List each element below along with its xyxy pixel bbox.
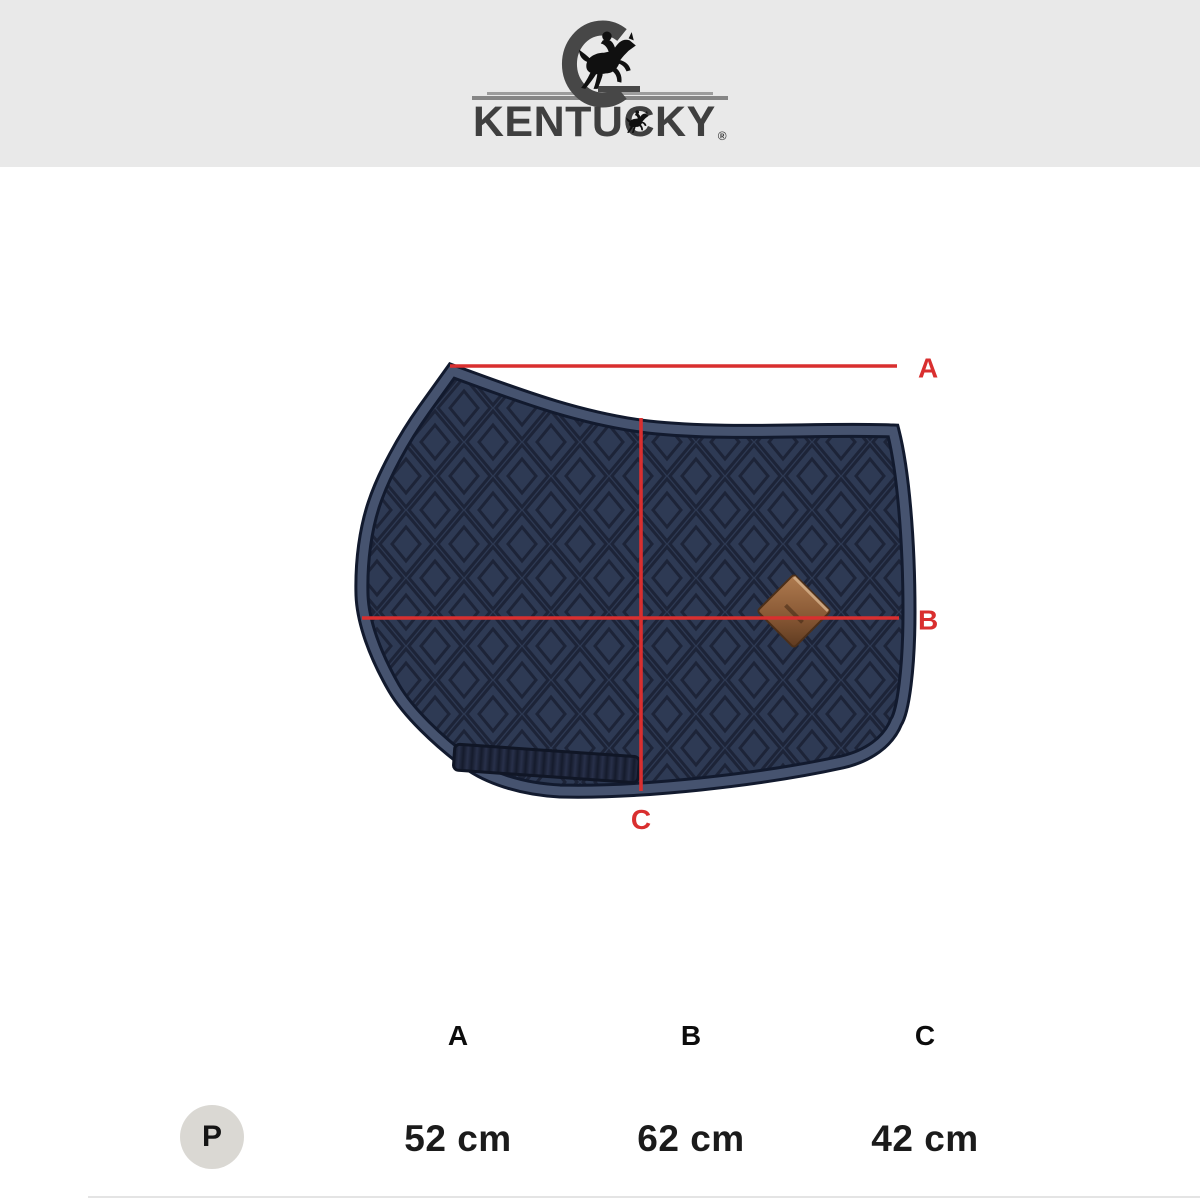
velcro-strap xyxy=(452,742,641,785)
saddle-pad-image xyxy=(362,371,909,791)
wordmark-prefix: KENTU xyxy=(472,98,624,146)
wordmark-suffix: KY xyxy=(655,98,716,146)
saddle-pad-measurement-diagram: A B C xyxy=(320,353,938,835)
brand-header: KENTUCKY® xyxy=(0,0,1200,167)
measurement-label-b: B xyxy=(918,605,938,636)
table-row-divider xyxy=(88,1196,1200,1198)
measurement-label-c: C xyxy=(631,804,651,835)
size-value-b: 62 cm xyxy=(637,1118,745,1159)
size-table-header-b: B xyxy=(680,1020,702,1051)
size-badge-label: P xyxy=(201,1120,222,1153)
jumping-horse-icon xyxy=(625,109,651,135)
size-badge: P xyxy=(180,1105,244,1169)
registered-mark: ® xyxy=(717,129,728,143)
size-value-a: 52 cm xyxy=(404,1118,512,1159)
wordmark-c: C xyxy=(623,101,655,144)
brand-wordmark: KENTUCKY® xyxy=(0,101,1200,144)
measurement-label-a: A xyxy=(918,353,938,384)
size-value-c: 42 cm xyxy=(871,1118,979,1159)
size-table-header-a: A xyxy=(447,1020,469,1051)
c-monogram-jumping-horse-icon xyxy=(561,20,640,108)
size-table-header-c: C xyxy=(914,1020,936,1051)
